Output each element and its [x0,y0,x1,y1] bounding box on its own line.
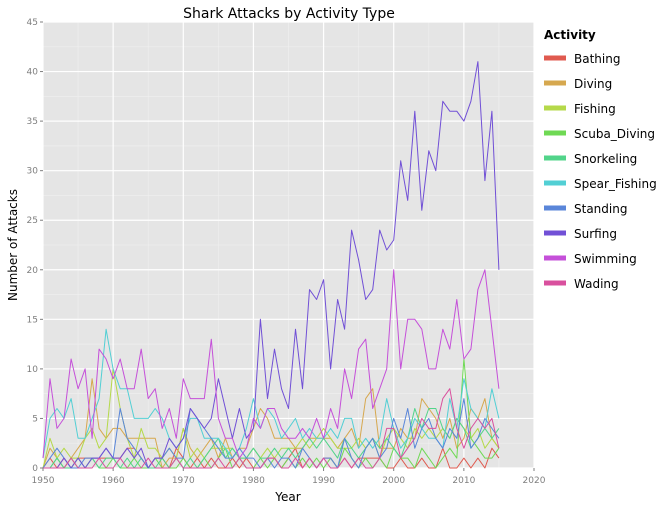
legend-label-surfing: Surfing [574,227,617,241]
legend-swatch-snorkeling [544,155,566,161]
y-tick-label: 35 [27,117,38,127]
legend: Activity Bathing Diving Fishing Scuba_Divin… [544,28,657,291]
series-line-spear-fishing [42,328,500,459]
series-line-swimming [42,269,500,459]
y-tick-label: 5 [32,414,38,424]
legend-swatch-bathing [544,55,566,61]
x-tick-label: 1980 [242,476,265,486]
y-tick-label: 15 [27,315,38,325]
series-line-wading [43,388,500,469]
legend-label-standing: Standing [574,202,627,216]
legend-swatch-fishing [544,105,566,111]
series-line-surfing [43,61,500,469]
legend-label-wading: Wading [574,277,619,291]
legend-items: Bathing Diving Fishing Scuba_Diving Snorkeli… [544,52,657,291]
y-tick-label: 25 [27,216,38,226]
y-tick-label: 20 [27,266,39,276]
gridlines [42,21,535,469]
legend-label-spear-fishing: Spear_Fishing [574,177,657,191]
series-line-snorkeling [43,408,500,469]
legend-swatch-scuba-diving [544,130,566,136]
legend-swatch-spear-fishing [544,180,566,186]
series-lines [42,61,500,469]
axes: 1950 1960 1970 1980 1990 2000 2010 2020 0 5 10 15 20… [27,18,546,486]
x-tick-label: 1950 [32,476,55,486]
legend-swatch-swimming [544,255,566,261]
x-tick-label: 1960 [102,476,125,486]
legend-swatch-wading [544,280,566,286]
y-tick-label: 30 [27,167,39,177]
series-line-diving [42,378,500,469]
legend-swatch-surfing [544,230,566,236]
x-axis-label: Year [274,490,300,504]
legend-label-swimming: Swimming [574,252,637,266]
legend-label-bathing: Bathing [574,52,620,66]
legend-label-diving: Diving [574,77,612,91]
legend-label-fishing: Fishing [574,102,616,116]
x-tick-label: 2000 [382,476,405,486]
y-tick-label: 40 [27,68,39,78]
x-tick-label: 1990 [312,476,335,486]
y-tick-label: 45 [27,18,38,28]
x-tick-label: 2020 [523,476,546,486]
legend-title: Activity [544,28,596,42]
series-line-standing [42,398,500,469]
chart-title: Shark Attacks by Activity Type [183,6,395,22]
y-axis-label: Number of Attacks [6,189,20,301]
y-tick-label: 10 [27,365,39,375]
y-tick-label: 0 [32,464,38,474]
legend-swatch-diving [544,80,566,86]
legend-swatch-standing [544,205,566,211]
x-tick-label: 1970 [172,476,195,486]
legend-label-snorkeling: Snorkeling [574,152,637,166]
x-tick-label: 2010 [452,476,475,486]
legend-label-scuba-diving: Scuba_Diving [574,127,655,141]
